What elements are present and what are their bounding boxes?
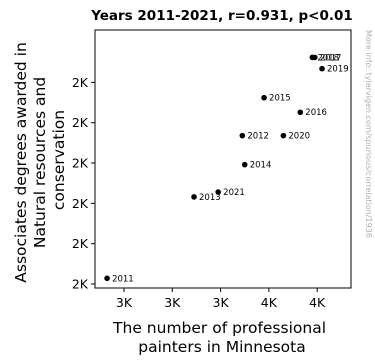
y-axis-label-line-2: Natural resources and	[31, 77, 49, 248]
x-tick-label: 3K	[164, 295, 181, 310]
y-axis-ticks: 2K 2K 2K 2K 2K 2K	[72, 75, 95, 291]
y-tick-label: 2K	[72, 196, 89, 211]
data-point-label: 2016	[305, 108, 327, 118]
data-point-label: 2014	[250, 161, 272, 171]
data-point	[280, 132, 287, 139]
chart-title: Years 2011-2021, r=0.931, p<0.01	[90, 8, 353, 24]
x-tick-label: 3K	[116, 295, 133, 310]
data-point-label: 2013	[199, 193, 221, 203]
data-point-label: 2020	[288, 132, 310, 142]
x-tick-label: 3K	[213, 295, 230, 310]
x-axis-ticks: 3K 3K 3K 4K 4K	[116, 288, 326, 310]
data-point-label: 2018	[317, 53, 339, 63]
y-axis-label-line-3: conservation	[50, 110, 68, 210]
y-tick-label: 2K	[72, 236, 89, 251]
data-point	[297, 109, 304, 116]
y-tick-label: 2K	[72, 156, 89, 171]
x-axis-label: The number of professional painters in M…	[112, 319, 331, 356]
data-point-label: 2017	[320, 53, 342, 63]
x-tick-label: 4K	[309, 295, 326, 310]
data-point	[241, 161, 248, 168]
data-point-label: 2021	[223, 188, 245, 198]
plot-frame	[94, 29, 352, 289]
data-point	[239, 132, 246, 139]
data-point-label: 2015	[269, 94, 291, 104]
data-point	[215, 189, 221, 195]
y-tick-label: 2K	[72, 115, 89, 130]
watermark-text: More info: tylervigen.com/spurious/corre…	[364, 30, 373, 238]
y-tick-label: 2K	[72, 276, 89, 291]
data-point	[104, 275, 110, 282]
y-axis-label-line-1: Associates degrees awarded in	[12, 42, 30, 283]
x-axis-label-line-2: painters in Minnesota	[138, 338, 306, 356]
y-tick-label: 2K	[72, 75, 89, 90]
data-point-label: 2019	[327, 65, 349, 75]
y-axis-label: Associates degrees awarded in Natural re…	[12, 37, 68, 283]
data-point	[261, 94, 267, 101]
y-axis-label-text: Associates degrees awarded in Natural re…	[12, 37, 68, 282]
watermark: More info: tylervigen.com/spurious/corre…	[364, 30, 373, 238]
x-tick-label: 4K	[261, 295, 278, 310]
data-point	[191, 194, 197, 200]
x-axis-label-line-1: The number of professional	[112, 319, 326, 337]
data-point-label: 2011	[112, 274, 134, 284]
data-point	[319, 65, 325, 72]
data-point-label: 2012	[247, 132, 269, 142]
data-point	[309, 54, 316, 61]
